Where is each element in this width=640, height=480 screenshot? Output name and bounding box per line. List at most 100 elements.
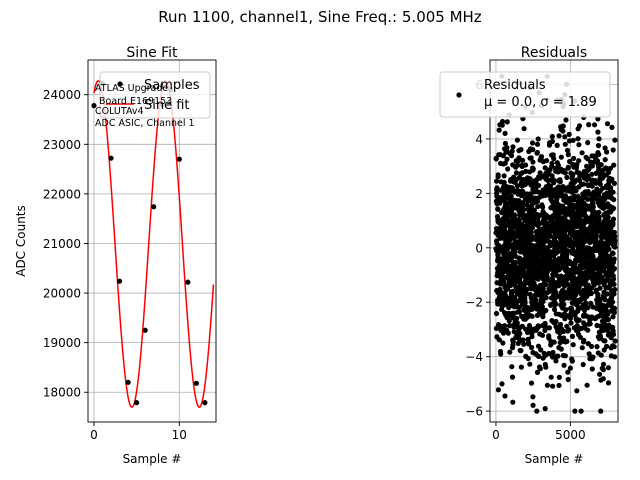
residual-point [561,197,567,203]
residual-point [508,289,515,295]
residual-point [548,338,554,344]
residual-point [542,234,548,240]
residual-point [499,306,505,312]
residual-point [577,334,584,340]
residual-point [549,354,556,360]
residual-point [511,179,517,185]
residual-point [518,364,525,370]
residual-point [494,265,500,272]
residual-point [501,173,507,179]
residual-point [546,350,552,357]
residual-point [497,235,503,241]
residuals-points [493,73,618,414]
residual-point [588,235,594,241]
y-tick-label: −6 [465,405,483,419]
residual-point [598,377,604,383]
residual-point [525,226,532,232]
residual-point [562,193,569,199]
residual-point [553,311,559,317]
residual-point [539,294,545,300]
residual-point [505,166,511,172]
residual-point [548,295,555,301]
residual-point [514,217,520,223]
residual-point [576,142,582,148]
residual-point [557,223,564,229]
residual-point [557,216,563,222]
residual-point [573,205,580,211]
residual-point [543,295,549,301]
residual-point [504,275,510,281]
residual-point [567,204,573,210]
residual-point [554,196,560,202]
sine-fit-y-ticks: 18000 19000 20000 21000 22000 23000 24000 [43,88,88,400]
residual-point [500,197,506,203]
residual-point [529,303,535,310]
sample-point [134,400,140,406]
residual-point [525,355,531,362]
residual-point [522,298,528,304]
residual-point [589,206,596,212]
residual-point [519,232,525,238]
residual-point [573,224,579,230]
residual-point [517,255,523,261]
residual-point [526,323,533,329]
residual-point [562,141,568,147]
residual-point [548,302,554,308]
residual-point [560,337,566,343]
residual-point [553,257,559,263]
residual-point [537,170,543,176]
residual-point [595,291,601,297]
residual-point [592,122,598,128]
residual-point [508,153,515,159]
residual-point [568,320,574,326]
residual-point [591,263,597,269]
residual-point [602,172,608,178]
residual-point [541,281,547,287]
residual-point [526,341,532,347]
residual-point [583,274,589,280]
residual-point [546,258,552,264]
annotation-line-4: ADC ASIC, Channel 1 [95,118,195,129]
residual-point [610,307,616,314]
residual-point [506,318,512,324]
sample-point [125,379,131,385]
residual-point [510,315,516,321]
residual-point [537,245,543,251]
residual-point [606,177,612,184]
residual-point [535,323,541,329]
residual-point [521,224,527,230]
residual-point [530,328,536,334]
residual-point [566,208,572,214]
residual-point [535,204,541,210]
residual-point [604,121,611,127]
residual-point [604,149,610,155]
residual-point [601,220,607,226]
residual-point [607,281,613,287]
residual-point [543,184,549,190]
residual-point [582,190,588,196]
residual-point [527,155,533,161]
residual-point [534,231,540,237]
residual-point [513,287,519,293]
residual-point [530,159,536,165]
residual-point [504,156,510,162]
residual-point [535,343,542,349]
residual-point [560,123,566,129]
residual-point [522,261,528,267]
residual-point [503,234,509,240]
residual-point [607,223,613,230]
board-annotation: ATLAS Upgrade Board E169153 COLUTAv4 ADC… [95,83,195,129]
residual-point [570,278,577,284]
residual-point [528,182,534,188]
residual-point [565,376,571,383]
residual-point [497,122,503,128]
residual-point [595,143,602,149]
residual-point [576,158,582,164]
residual-point [599,176,605,182]
residual-point [534,369,541,375]
residual-point [601,282,607,288]
residual-point [598,408,604,414]
residual-point [576,123,583,129]
residual-point [493,310,500,317]
residual-point [605,238,611,244]
